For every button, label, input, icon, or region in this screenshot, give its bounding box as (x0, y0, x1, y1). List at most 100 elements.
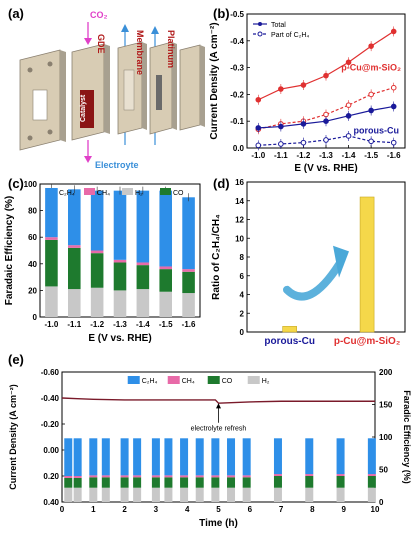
stacked-bar-segment (305, 474, 314, 476)
stacked-bar-segment (45, 286, 58, 317)
data-point (345, 133, 352, 139)
stacked-bar-segment (159, 291, 172, 317)
legend-marker-total (258, 22, 262, 26)
annotation-pcu: p-Cu@m-SiO₂ (341, 62, 401, 72)
y-left-tick-label: -0.40 (41, 394, 60, 403)
stacked-bar-segment (90, 287, 104, 317)
stacked-bar-segment (195, 438, 204, 476)
chart-current-density-vs-potential: 0.0-0.1-0.2-0.3-0.4-0.5-1.0 -1.1 -1.2 -1.3-… (209, 10, 406, 174)
data-point (278, 86, 284, 92)
stacked-bar-segment (68, 247, 81, 290)
stacked-bar-segment (136, 289, 150, 317)
stacked-bar-segment (113, 259, 127, 263)
data-point (300, 139, 307, 146)
stacked-bar-segment (73, 477, 82, 488)
y-tick-label: -0.2 (230, 90, 244, 99)
legend-swatch (84, 188, 95, 195)
legend-swatch (127, 376, 140, 384)
x-tick-label: 8 (310, 505, 315, 514)
x-tick-label: -1.1 (274, 151, 288, 160)
y-tick-label: 20 (28, 286, 37, 295)
stacked-bar-segment (242, 487, 251, 502)
data-point (345, 113, 352, 119)
stacked-bar-segment (336, 476, 345, 488)
catalyst-block (80, 90, 94, 128)
stacked-bar-segment (367, 438, 376, 475)
chart-c2h4-ch4-ratio: 0 2 4 6 8 10 12 14 16 porous-Cu p-Cu@m-SiO₂ Ratio o… (211, 178, 406, 347)
y-tick-label: 16 (235, 178, 244, 187)
stacked-bar-segment (195, 477, 204, 488)
y-tick-label: -0.3 (230, 64, 244, 73)
y-tick-label: 14 (235, 197, 244, 206)
stacked-bar-segment (101, 487, 110, 502)
data-point (323, 111, 329, 118)
y-axis-label: Current Density (A cm⁻²) (209, 22, 220, 139)
x-category-label: porous-Cu (264, 336, 315, 347)
y-tick-label: -0.4 (230, 37, 244, 46)
annotation-arrow-head (216, 403, 221, 409)
chart-faradaic-efficiency: 0 20 40 60 80 100 -1.0 -1.1 -1.2 -1.3 -1.4 -1.5 -1.6… (4, 180, 201, 344)
electrolyte-label: Electroyte (95, 160, 139, 170)
stacked-bar-segment (151, 487, 160, 502)
stacked-bar-segment (164, 487, 173, 502)
legend-label: C₂H₄ (59, 190, 75, 197)
current-density-line (61, 397, 375, 404)
stacked-bar-segment (180, 477, 189, 488)
x-axis-label: Time (h) (199, 518, 238, 529)
stacked-bar-segment (136, 265, 150, 290)
gde-plate (71, 43, 110, 141)
stacked-bar-segment (101, 475, 110, 478)
panel-label-b: (b) (213, 6, 230, 21)
x-tick-label: -1.4 (342, 151, 356, 160)
stacked-bar-segment (336, 438, 345, 475)
y-right-tick-label: 150 (379, 401, 393, 410)
stacked-bar-segment (227, 477, 236, 488)
data-point (345, 59, 352, 66)
x-tick-label: -1.6 (387, 151, 401, 160)
stacked-bar-segment (133, 475, 142, 478)
stacked-bar-segment (133, 487, 142, 502)
data-point (323, 118, 329, 124)
stacked-bar-segment (90, 190, 104, 251)
data-point (323, 137, 329, 143)
stacked-bar-segment (273, 487, 282, 502)
stacked-bar-segment (242, 477, 251, 488)
co2-arrow-head (84, 38, 92, 45)
x-tick-label: -1.3 (113, 320, 127, 329)
y-right-tick-label: 50 (379, 466, 388, 475)
legend-label: CH₄ (182, 378, 195, 385)
y-tick-label: -0.1 (230, 117, 244, 126)
stacked-bar-segment (45, 187, 58, 238)
y-tick-label: 40 (28, 260, 37, 269)
x-tick-label: 4 (185, 505, 190, 514)
legend-label: H₂ (262, 378, 270, 385)
stacked-bar-segment (89, 438, 98, 476)
stacked-bar-segment (113, 262, 127, 291)
x-tick-label: 10 (371, 505, 380, 514)
data-point (278, 123, 284, 130)
stacked-bar-segment (164, 477, 173, 488)
stacked-bar-segment (90, 250, 104, 254)
annotation-label: electrolyte refresh (191, 426, 247, 433)
stacked-bar-segment (89, 477, 98, 488)
legend-swatch (160, 188, 171, 195)
stacked-bar-segment (227, 438, 236, 476)
stacked-bar-segment (305, 487, 314, 502)
stacked-bar-segment (45, 237, 58, 240)
stacked-bar-segment (367, 474, 376, 476)
stacked-bar-segment (120, 487, 129, 502)
legend-label: C₂H₄ (142, 378, 158, 385)
x-tick-label: -1.2 (297, 151, 311, 160)
stacked-bar-segment (64, 476, 73, 478)
stacked-bar-segment (68, 245, 81, 248)
electrolyzer-diagram: CO₂ GDE Membrane Platinum Ca (19, 10, 205, 170)
panel-label-e: (e) (8, 352, 24, 367)
stacked-bar-segment (64, 487, 73, 502)
stacked-bar-segment (113, 290, 127, 317)
y-left-axis-label: Current Density (A cm⁻²) (8, 384, 18, 489)
legend-swatch (46, 188, 57, 195)
end-plate-right (179, 44, 205, 131)
x-tick-label: -1.0 (45, 320, 59, 329)
stacked-bar-segment (305, 476, 314, 488)
stacked-bar-segment (136, 190, 150, 263)
